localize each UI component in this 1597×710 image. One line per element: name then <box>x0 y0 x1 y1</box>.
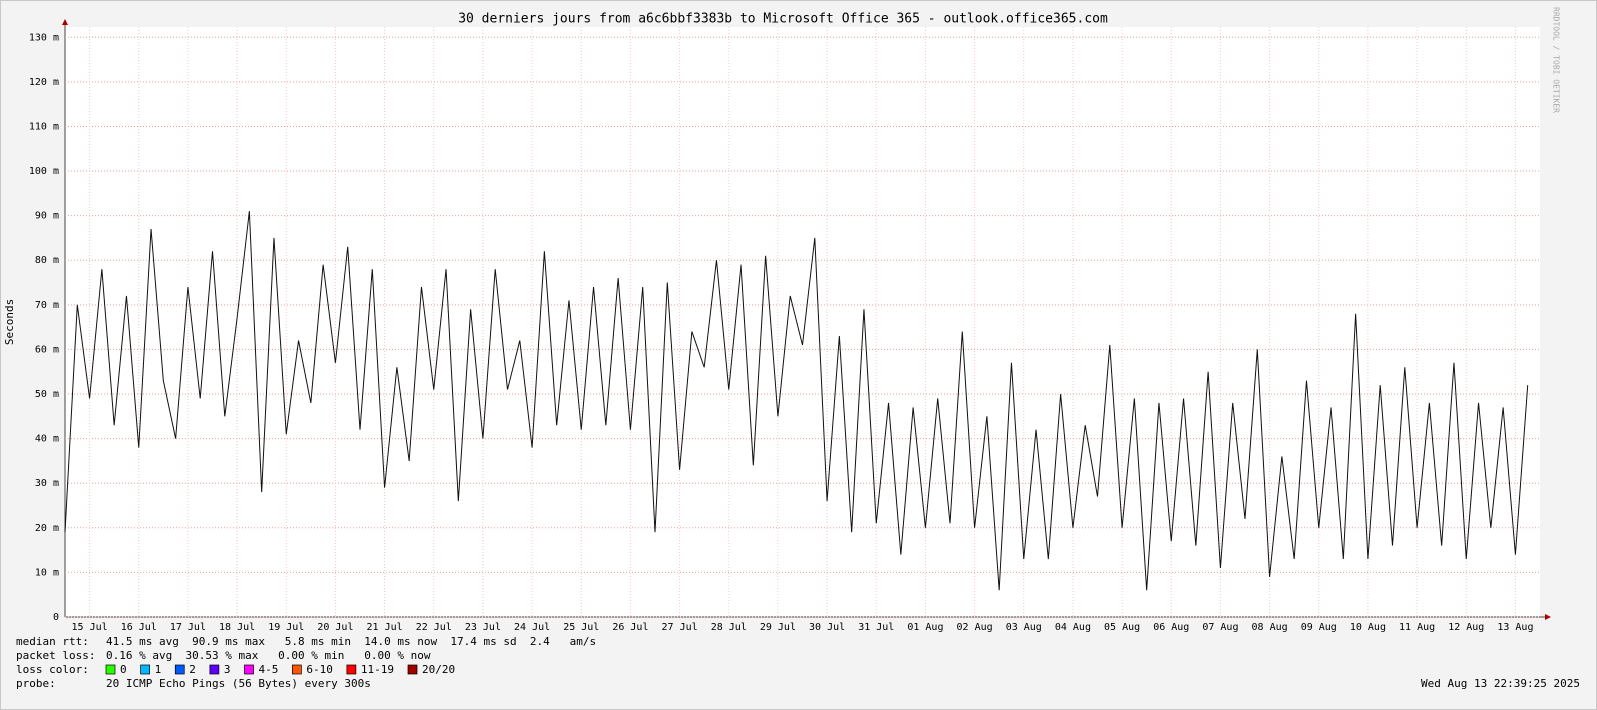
x-tick-label: 30 Jul <box>809 622 845 633</box>
x-tick-label: 07 Aug <box>1202 622 1238 633</box>
y-tick-label: 120 m <box>29 77 59 88</box>
y-tick-label: 90 m <box>35 211 59 222</box>
x-tick-label: 23 Jul <box>465 622 501 633</box>
loss-stats: 0.16 % avg 30.53 % max 0.00 % min 0.00 %… <box>106 649 431 662</box>
x-tick-label: 10 Aug <box>1350 622 1386 633</box>
legend-label: 3 <box>224 663 231 676</box>
legend-label: 11-19 <box>361 663 394 676</box>
x-tick-label: 25 Jul <box>563 622 599 633</box>
x-tick-label: 22 Jul <box>416 622 452 633</box>
y-tick-label: 40 m <box>35 434 59 445</box>
x-tick-label: 16 Jul <box>121 622 157 633</box>
rtt-stats: 41.5 ms avg 90.9 ms max 5.8 ms min 14.0 … <box>106 635 596 648</box>
x-tick-label: 13 Aug <box>1497 622 1533 633</box>
x-tick-label: 20 Jul <box>317 622 353 633</box>
y-tick-label: 20 m <box>35 523 59 534</box>
y-tick-label: 80 m <box>35 255 59 266</box>
legend-label: 2 <box>189 663 196 676</box>
legend-swatch <box>174 664 185 675</box>
y-tick-label: 130 m <box>29 32 59 43</box>
x-tick-label: 29 Jul <box>760 622 796 633</box>
y-tick-label: 50 m <box>35 389 59 400</box>
x-tick-label: 17 Jul <box>170 622 206 633</box>
y-tick-label: 70 m <box>35 300 59 311</box>
chart-title: 30 derniers jours from a6c6bbf3383b to M… <box>458 12 1108 27</box>
series-line <box>64 211 1529 591</box>
rtt-label: median rtt: <box>16 635 89 648</box>
y-arrow <box>62 19 68 25</box>
x-tick-label: 26 Jul <box>612 622 648 633</box>
y-axis-label: Seconds <box>3 299 16 345</box>
legend-swatch <box>209 664 220 675</box>
legend-label: 0 <box>120 663 127 676</box>
probe-info: 20 ICMP Echo Pings (56 Bytes) every 300s <box>106 677 371 690</box>
legend-label: 1 <box>155 663 162 676</box>
y-tick-label: 0 <box>53 612 59 623</box>
x-tick-label: 18 Jul <box>219 622 255 633</box>
x-tick-label: 09 Aug <box>1301 622 1337 633</box>
x-tick-label: 21 Jul <box>367 622 403 633</box>
y-tick-label: 30 m <box>35 478 59 489</box>
watermark: RRDTOOL / TOBI OETIKER <box>1552 7 1561 113</box>
x-tick-label: 31 Jul <box>858 622 894 633</box>
x-tick-label: 08 Aug <box>1252 622 1288 633</box>
y-tick-label: 110 m <box>29 121 59 132</box>
x-tick-label: 28 Jul <box>711 622 747 633</box>
x-tick-label: 19 Jul <box>268 622 304 633</box>
x-tick-label: 02 Aug <box>957 622 993 633</box>
x-tick-label: 01 Aug <box>907 622 943 633</box>
x-tick-label: 03 Aug <box>1006 622 1042 633</box>
legend-swatch <box>292 664 302 675</box>
legend-swatch <box>105 664 116 675</box>
legend-swatch <box>244 664 254 675</box>
x-tick-label: 27 Jul <box>662 622 698 633</box>
y-tick-label: 10 m <box>35 567 59 578</box>
y-tick-label: 100 m <box>29 166 59 177</box>
legend-swatch <box>346 664 357 675</box>
x-tick-label: 04 Aug <box>1055 622 1091 633</box>
timestamp: Wed Aug 13 22:39:25 2025 <box>1421 677 1580 690</box>
legend-swatch <box>140 664 150 675</box>
x-tick-label: 12 Aug <box>1448 622 1484 633</box>
legend-label: 4-5 <box>259 663 279 676</box>
x-tick-label: 24 Jul <box>514 622 550 633</box>
plot-area <box>65 27 1540 617</box>
loss-color-label: loss color: <box>16 663 89 676</box>
legend-label: 20/20 <box>422 663 455 676</box>
loss-label: packet loss: <box>16 649 95 662</box>
x-tick-label: 05 Aug <box>1104 622 1140 633</box>
y-tick-label: 60 m <box>35 344 59 355</box>
x-arrow <box>1545 614 1551 620</box>
x-tick-label: 11 Aug <box>1399 622 1435 633</box>
legend-label: 6-10 <box>306 663 333 676</box>
x-tick-label: 15 Jul <box>72 622 108 633</box>
legend-swatch <box>407 664 418 675</box>
x-tick-label: 06 Aug <box>1153 622 1189 633</box>
probe-label: probe: <box>16 677 56 690</box>
